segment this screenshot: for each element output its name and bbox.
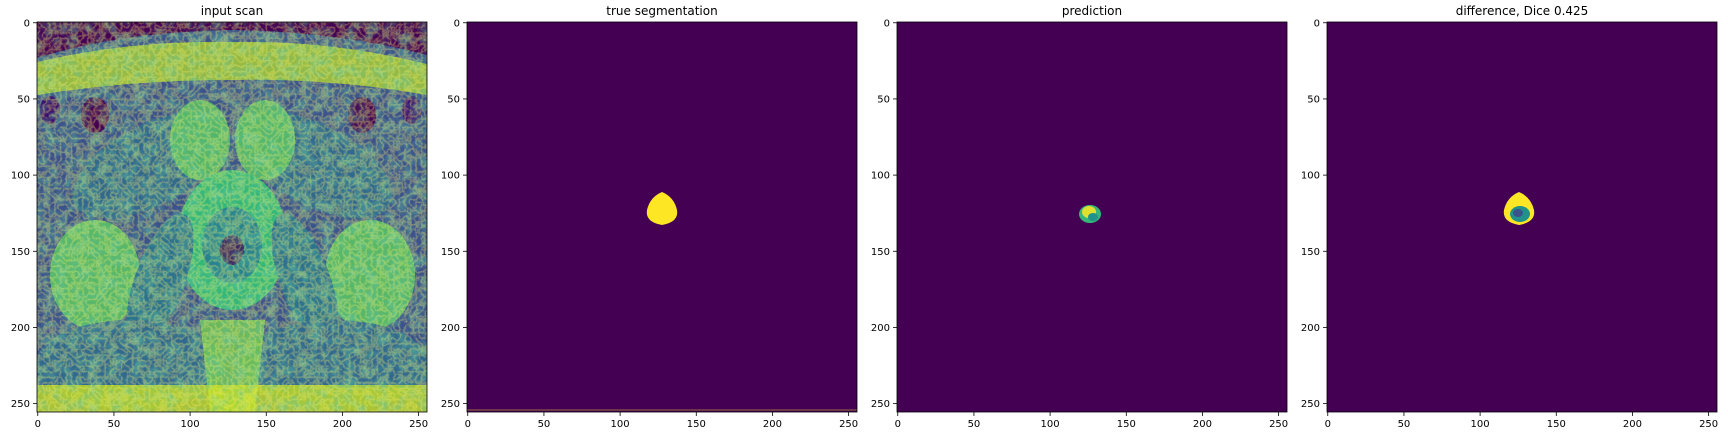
y-tick-label: 50 xyxy=(877,94,890,105)
x-tick-label: 200 xyxy=(333,419,352,430)
y-tick-label: 50 xyxy=(447,94,460,105)
panel-title: true segmentation xyxy=(606,4,717,18)
x-tick-label: 150 xyxy=(1547,419,1566,430)
y-tick-label: 250 xyxy=(871,399,890,410)
x-tick-label: 250 xyxy=(409,419,428,430)
y-tick-label: 150 xyxy=(871,247,890,258)
y-tick-label: 250 xyxy=(441,399,460,410)
x-tick-label: 150 xyxy=(687,419,706,430)
x-tick-label: 50 xyxy=(968,419,981,430)
x-tick-label: 50 xyxy=(108,419,121,430)
x-tick-label: 100 xyxy=(1471,419,1490,430)
y-tick-label: 250 xyxy=(11,399,30,410)
y-tick-label: 200 xyxy=(11,323,30,334)
x-tick-label: 0 xyxy=(465,419,471,430)
panel-title: prediction xyxy=(1062,4,1122,18)
y-tick-label: 250 xyxy=(1301,399,1320,410)
y-tick-label: 0 xyxy=(24,18,30,29)
prediction-mask xyxy=(897,22,1287,412)
x-tick-label: 200 xyxy=(1623,419,1642,430)
y-tick-label: 100 xyxy=(1301,171,1320,182)
y-tick-label: 150 xyxy=(11,247,30,258)
y-tick-label: 50 xyxy=(1307,94,1320,105)
y-tick-label: 100 xyxy=(871,171,890,182)
x-tick-label: 250 xyxy=(1699,419,1718,430)
x-tick-label: 100 xyxy=(611,419,630,430)
x-tick-label: 150 xyxy=(257,419,276,430)
panel-prediction: prediction 0 50 100 150 200 250 0 50 100 150 200 25… xyxy=(871,4,1288,430)
y-tick-label: 100 xyxy=(11,171,30,182)
axes-frame xyxy=(36,21,428,413)
y-tick-label: 100 xyxy=(441,171,460,182)
axes-frame xyxy=(896,21,1288,413)
panel-input-scan: input scan xyxy=(11,4,428,430)
y-tick-label: 0 xyxy=(884,18,890,29)
x-tick-label: 100 xyxy=(181,419,200,430)
panel-title: input scan xyxy=(201,4,264,18)
x-tick-label: 50 xyxy=(538,419,551,430)
y-tick-label: 150 xyxy=(1301,247,1320,258)
x-tick-label: 0 xyxy=(1325,419,1331,430)
y-tick-label: 0 xyxy=(1314,18,1320,29)
x-tick-label: 200 xyxy=(1193,419,1212,430)
segmentation-mask xyxy=(467,22,857,412)
x-tick-label: 50 xyxy=(1398,419,1411,430)
x-tick-label: 100 xyxy=(1041,419,1060,430)
y-tick-label: 200 xyxy=(871,323,890,334)
x-tick-label: 0 xyxy=(35,419,41,430)
y-tick-label: 50 xyxy=(17,94,30,105)
y-tick-label: 200 xyxy=(1301,323,1320,334)
x-tick-label: 250 xyxy=(839,419,858,430)
axes-frame xyxy=(1326,21,1718,413)
x-tick-label: 250 xyxy=(1269,419,1288,430)
x-tick-label: 150 xyxy=(1117,419,1136,430)
panel-true-segmentation: true segmentation 0 50 100 150 200 250 0 50 100 1… xyxy=(441,4,858,430)
panel-title: difference, Dice 0.425 xyxy=(1456,4,1589,18)
x-tick-label: 0 xyxy=(895,419,901,430)
y-tick-label: 150 xyxy=(441,247,460,258)
x-tick-label: 200 xyxy=(763,419,782,430)
panel-difference: difference, Dice 0.425 0 50 100 150 200 250 0 5… xyxy=(1301,4,1718,430)
mri-image xyxy=(37,22,427,412)
y-tick-label: 200 xyxy=(441,323,460,334)
difference-mask xyxy=(1327,22,1717,412)
y-tick-label: 0 xyxy=(454,18,460,29)
axes-frame xyxy=(466,21,858,413)
